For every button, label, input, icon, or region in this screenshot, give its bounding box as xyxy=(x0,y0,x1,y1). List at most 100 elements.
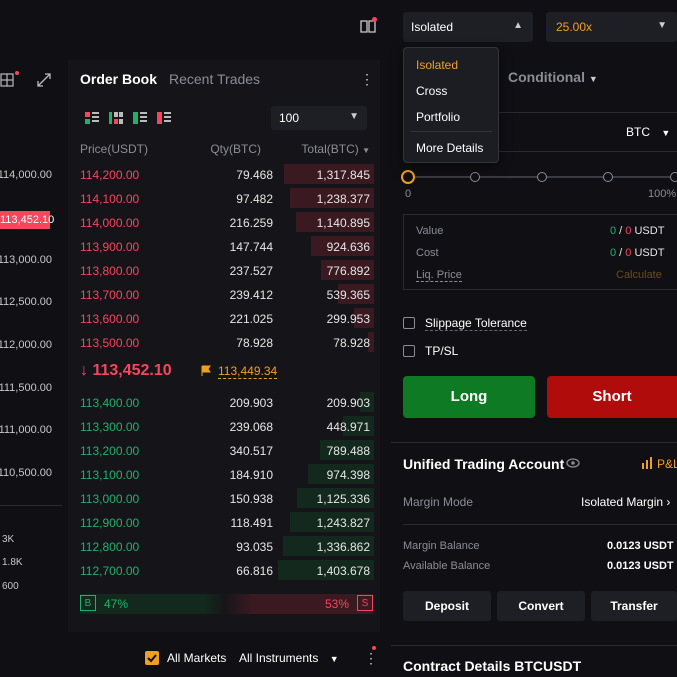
bid-row[interactable]: 113,200.00 340.517 789.488 xyxy=(80,438,374,462)
flag-icon xyxy=(201,365,211,376)
all-markets-checkbox[interactable] xyxy=(145,651,159,665)
ask-row[interactable]: 113,900.00 147.744 924.636 xyxy=(80,234,374,258)
bid-row[interactable]: 113,000.00 150.938 1,125.336 xyxy=(80,486,374,510)
slippage-checkbox[interactable] xyxy=(403,317,415,329)
price-chart[interactable]: 114,000.00 113,452.10 113,000.00 112,500… xyxy=(0,0,62,677)
ask-row[interactable]: 113,800.00 237.527 776.892 xyxy=(80,258,374,282)
buy-percentage: 47% xyxy=(104,597,129,611)
bid-row[interactable]: 113,100.00 184.910 974.398 xyxy=(80,462,374,486)
ask-row[interactable]: 113,600.00 221.025 299.953 xyxy=(80,306,374,330)
volume-label: 1.8K xyxy=(2,557,23,568)
chevron-down-icon: ▼ xyxy=(588,74,598,84)
depth-select[interactable]: 100 ▼ xyxy=(271,106,367,130)
ask-total: 776.892 xyxy=(326,264,370,278)
down-arrow-icon: ↓ xyxy=(80,362,88,379)
margin-mode-link[interactable]: Isolated Margin › xyxy=(581,495,670,509)
col-header-total-label: Total(BTC) xyxy=(301,142,359,156)
slider-tick[interactable] xyxy=(603,172,613,182)
margin-mode-select[interactable]: Isolated ▲ xyxy=(403,12,533,42)
available-balance-value: 0.0123 USDT xyxy=(607,560,674,572)
long-button[interactable]: Long xyxy=(403,376,535,418)
slippage-label[interactable]: Slippage Tolerance xyxy=(425,316,527,331)
value-amount: 0 / 0 USDT xyxy=(610,225,665,237)
all-instruments-select[interactable]: All Instruments ▼ xyxy=(239,651,339,665)
ask-price: 114,000.00 xyxy=(80,216,140,230)
axis-label: 111,500.00 xyxy=(0,382,52,394)
depth-bar xyxy=(368,332,374,352)
depth-bar xyxy=(321,260,374,280)
slider-tick[interactable] xyxy=(670,172,677,182)
mark-price[interactable]: 113,449.34 xyxy=(218,364,278,379)
axis-label: 111,000.00 xyxy=(0,424,52,436)
ask-price: 113,800.00 xyxy=(80,264,140,278)
slider-tick[interactable] xyxy=(470,172,480,182)
col-header-total[interactable]: Total(BTC) ▼ xyxy=(301,142,370,156)
deposit-button[interactable]: Deposit xyxy=(403,591,491,621)
slider-handle[interactable] xyxy=(401,170,415,184)
dropdown-item-isolated[interactable]: Isolated xyxy=(416,58,459,72)
dropdown-item-portfolio[interactable]: Portfolio xyxy=(416,110,461,124)
tab-conditional[interactable]: Conditional ▼ xyxy=(508,69,598,85)
tab-order-book[interactable]: Order Book xyxy=(80,71,158,87)
pnl-link[interactable]: P&L xyxy=(657,457,677,471)
more-options-icon[interactable]: ⋮ xyxy=(364,650,378,666)
bid-row[interactable]: 112,900.00 118.491 1,243.827 xyxy=(80,510,374,534)
leverage-select[interactable]: 25.00x ▼ xyxy=(546,12,677,42)
depth-bar xyxy=(297,488,374,508)
ask-total: 1,140.895 xyxy=(316,216,370,230)
bid-price: 112,900.00 xyxy=(80,516,140,530)
dropdown-item-more-details[interactable]: More Details xyxy=(416,141,484,155)
ask-total: 1,238.377 xyxy=(316,192,370,206)
transfer-button[interactable]: Transfer xyxy=(591,591,677,621)
bid-total: 1,125.336 xyxy=(316,492,370,506)
leverage-value: 25.00x xyxy=(556,20,593,34)
depth-bar xyxy=(320,440,374,460)
tpsl-checkbox[interactable] xyxy=(403,345,415,357)
divider xyxy=(410,131,492,132)
bid-price: 113,300.00 xyxy=(80,420,140,434)
bid-total: 1,336.862 xyxy=(316,540,370,554)
short-button[interactable]: Short xyxy=(547,376,677,418)
ask-qty: 147.744 xyxy=(229,240,273,254)
ask-total: 924.636 xyxy=(326,240,370,254)
ask-total: 539.365 xyxy=(326,288,370,302)
unit-select[interactable]: BTC ▼ xyxy=(626,125,670,139)
dropdown-item-cross[interactable]: Cross xyxy=(416,84,448,98)
ask-qty: 237.527 xyxy=(229,264,273,278)
divider xyxy=(0,505,62,506)
bid-qty: 209.903 xyxy=(229,396,273,410)
bid-row[interactable]: 113,300.00 239.068 448.971 xyxy=(80,414,374,438)
ask-row[interactable]: 114,200.00 79.468 1,317.845 xyxy=(80,162,374,186)
slider-tick[interactable] xyxy=(537,172,547,182)
liq-price-label[interactable]: Liq. Price xyxy=(416,269,462,282)
ask-row[interactable]: 114,100.00 97.482 1,238.377 xyxy=(80,186,374,210)
ask-row[interactable]: 113,700.00 239.412 539.365 xyxy=(80,282,374,306)
ask-row[interactable]: 114,000.00 216.259 1,140.895 xyxy=(80,210,374,234)
cost-unit: USDT xyxy=(634,247,665,259)
tab-recent-trades[interactable]: Recent Trades xyxy=(169,71,261,87)
bid-row[interactable]: 112,700.00 66.816 1,403.678 xyxy=(80,558,374,582)
bid-row[interactable]: 112,800.00 93.035 1,336.862 xyxy=(80,534,374,558)
chevron-down-icon: ▼ xyxy=(657,20,667,31)
bid-total: 209.903 xyxy=(326,396,370,410)
depth-bar xyxy=(307,464,374,484)
depth-bar xyxy=(289,188,374,208)
ask-row[interactable]: 113,500.00 78.928 78.928 xyxy=(80,330,374,354)
ask-qty: 78.928 xyxy=(236,336,273,350)
view-mode-icons[interactable] xyxy=(85,111,181,125)
ask-qty: 79.468 xyxy=(236,168,273,182)
liq-price-calculate[interactable]: Calculate xyxy=(616,269,662,281)
layout-grid-icon[interactable] xyxy=(0,73,16,87)
expand-icon[interactable] xyxy=(36,72,52,88)
ask-qty: 239.412 xyxy=(229,288,273,302)
depth-bar xyxy=(282,536,374,556)
convert-button[interactable]: Convert xyxy=(497,591,585,621)
all-markets-label[interactable]: All Markets xyxy=(167,651,227,665)
more-options-icon[interactable]: ⋮ xyxy=(360,71,374,87)
depth-bar xyxy=(359,392,374,412)
bid-qty: 239.068 xyxy=(229,420,273,434)
last-price: ↓ 113,452.10 xyxy=(80,362,172,380)
bid-row[interactable]: 113,400.00 209.903 209.903 xyxy=(80,390,374,414)
tpsl-label[interactable]: TP/SL xyxy=(425,344,459,358)
eye-icon[interactable] xyxy=(566,457,580,469)
